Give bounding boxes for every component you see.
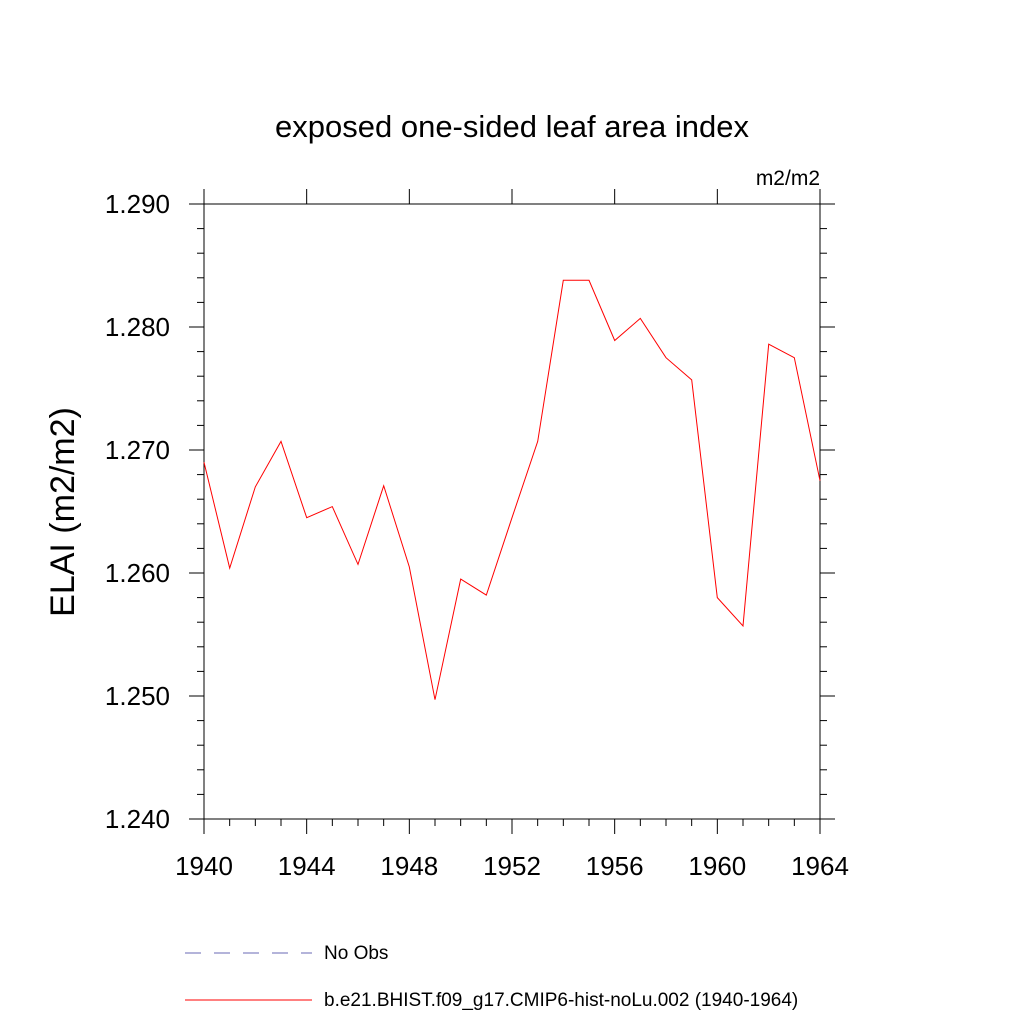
y-tick-label: 1.250 xyxy=(105,681,170,711)
series-line xyxy=(203,279,821,700)
axis-ticks xyxy=(189,189,835,834)
y-tick-label: 1.260 xyxy=(105,558,170,588)
units-label: m2/m2 xyxy=(756,167,820,190)
legend: No Obs b.e21.BHIST.f09_g17.CMIP6-hist-no… xyxy=(185,943,798,1011)
y-tick-label: 1.290 xyxy=(105,189,170,219)
legend-label-model-run: b.e21.BHIST.f09_g17.CMIP6-hist-noLu.002 … xyxy=(324,990,798,1011)
x-tick-label: 1948 xyxy=(380,851,438,881)
y-axis-label: ELAI (m2/m2) xyxy=(44,407,82,617)
y-tick-label: 1.280 xyxy=(105,312,170,342)
y-tick-label: 1.270 xyxy=(105,435,170,465)
y-tick-label: 1.240 xyxy=(105,804,170,834)
x-tick-label: 1956 xyxy=(586,851,644,881)
plot-frame xyxy=(203,203,821,820)
legend-label-no-obs: No Obs xyxy=(324,943,388,964)
x-tick-label: 1940 xyxy=(175,851,233,881)
x-tick-label: 1964 xyxy=(791,851,849,881)
axis-tick-labels: 1940 1944 1948 1952 1956 1960 1964 1.240 1.250 1.… xyxy=(105,189,849,881)
x-tick-label: 1944 xyxy=(278,851,336,881)
x-tick-label: 1952 xyxy=(483,851,541,881)
x-tick-label: 1960 xyxy=(688,851,746,881)
chart-title: exposed one-sided leaf area index xyxy=(275,109,749,144)
series-layer xyxy=(203,279,821,700)
